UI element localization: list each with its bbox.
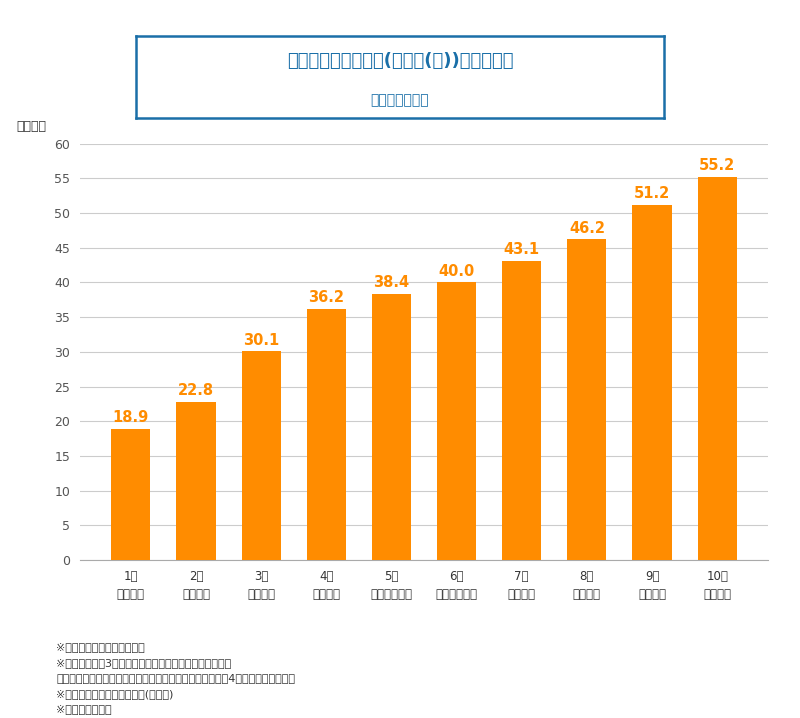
Bar [502, 261, 542, 560]
Bar [111, 429, 150, 560]
Text: 55.2: 55.2 [699, 159, 735, 174]
Text: （万円）: （万円） [16, 120, 46, 133]
Text: 51.2: 51.2 [634, 186, 670, 201]
Bar [177, 402, 215, 560]
Bar [437, 282, 476, 560]
Bar [567, 239, 606, 560]
Text: 38.4: 38.4 [374, 275, 410, 290]
Text: 36.2: 36.2 [308, 290, 344, 305]
Bar [698, 177, 737, 560]
Text: 等級別　国家公務員(行政職(一))の月収推移: 等級別 国家公務員(行政職(一))の月収推移 [286, 52, 514, 70]
Text: ※（）は本府省の場合の職務
※出典：「令和3年国家公務員給与実態調査」（人事院）
　　　　「内閣官房内閣人事局『国家公務員の給与』令和4年版パンフレット」
※金: ※（）は本府省の場合の職務 ※出典：「令和3年国家公務員給与実態調査」（人事院）… [56, 642, 295, 714]
Bar [372, 294, 411, 560]
Text: 18.9: 18.9 [113, 411, 149, 425]
Text: （単位：万円）: （単位：万円） [370, 93, 430, 107]
Text: 30.1: 30.1 [243, 332, 279, 348]
Text: 46.2: 46.2 [569, 221, 605, 236]
Text: 43.1: 43.1 [504, 243, 540, 258]
Bar [633, 205, 671, 560]
Text: 40.0: 40.0 [438, 264, 474, 279]
Bar [306, 309, 346, 560]
Bar [242, 351, 281, 560]
Text: 22.8: 22.8 [178, 383, 214, 398]
